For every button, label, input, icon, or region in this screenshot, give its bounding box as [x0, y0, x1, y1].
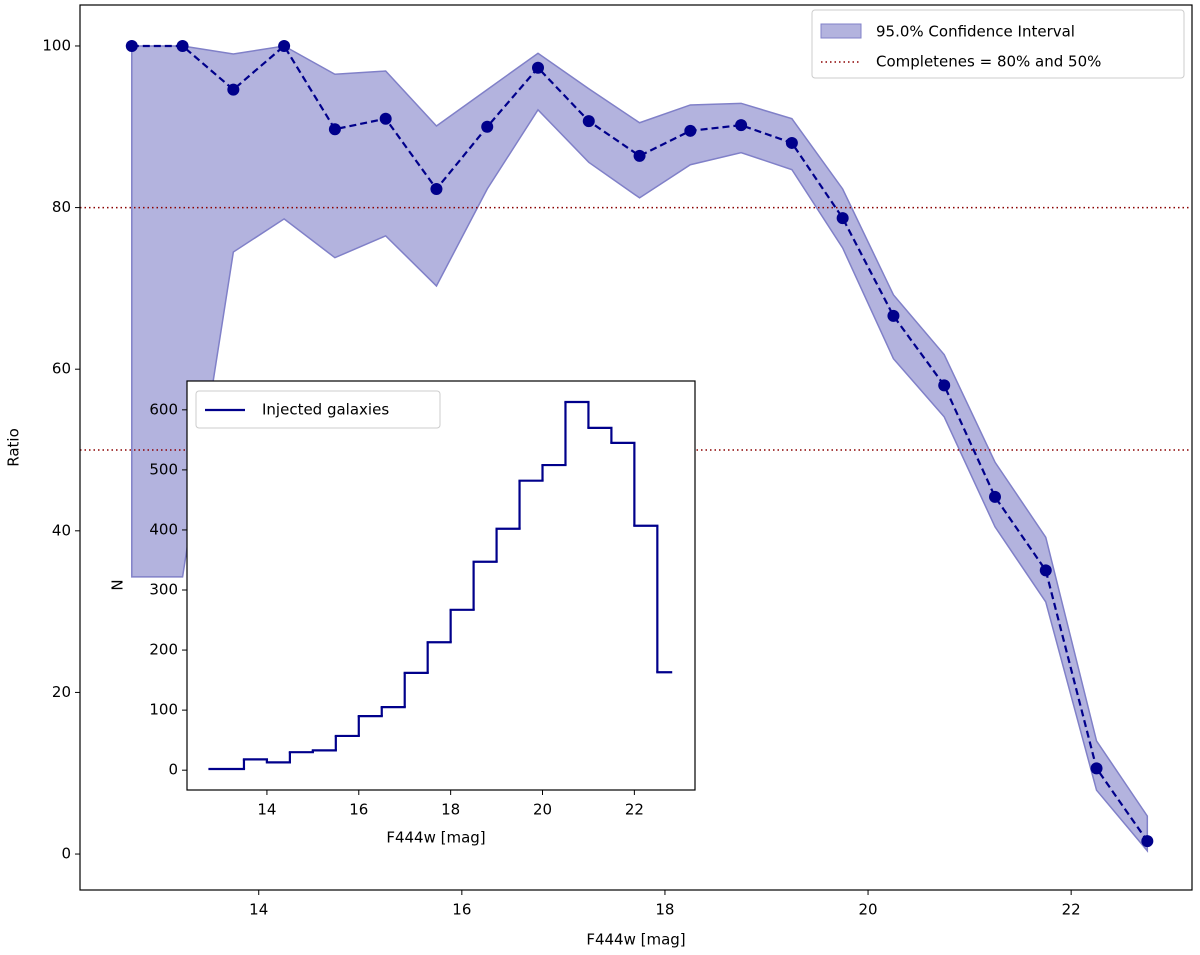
legend-label: Completenes = 80% and 50% — [876, 53, 1101, 71]
ratio-point — [1039, 564, 1052, 577]
ratio-point — [328, 123, 341, 136]
y-tick-label: 400 — [149, 520, 178, 538]
confidence-band — [131, 45, 1149, 853]
ratio-point — [785, 136, 798, 149]
legend-label: 95.0% Confidence Interval — [876, 23, 1075, 41]
y-tick-label: 300 — [149, 581, 178, 599]
y-tick-label: 60 — [52, 360, 71, 378]
y-tick-label: 500 — [149, 460, 178, 478]
x-axis-label: F444w [mag] — [386, 829, 485, 847]
x-tick-label: 14 — [257, 801, 276, 819]
legend-patch — [820, 23, 862, 39]
y-tick-label: 100 — [149, 701, 178, 719]
ratio-point — [227, 83, 240, 96]
y-tick-label: 0 — [61, 845, 71, 863]
ratio-point — [684, 124, 697, 137]
x-tick-label: 22 — [625, 801, 644, 819]
y-axis-label: N — [109, 579, 127, 590]
ratio-point — [430, 182, 443, 195]
x-tick-label: 16 — [349, 801, 368, 819]
y-tick-label: 200 — [149, 641, 178, 659]
y-tick-label: 20 — [52, 683, 71, 701]
axes-frame — [79, 4, 1193, 891]
y-tick-label: 100 — [42, 36, 71, 54]
x-tick-label: 20 — [859, 901, 878, 919]
ratio-point — [1141, 835, 1154, 848]
x-tick-label: 14 — [249, 901, 268, 919]
ratio-point — [125, 39, 138, 52]
ratio-point — [887, 309, 900, 322]
y-tick-label: 0 — [168, 761, 178, 779]
ratio-point — [836, 212, 849, 225]
y-tick-label: 600 — [149, 400, 178, 418]
ratio-point — [176, 39, 189, 52]
axes-frame — [186, 380, 696, 791]
x-axis-label: F444w [mag] — [586, 931, 685, 949]
ratio-point — [938, 379, 951, 392]
y-tick-label: 40 — [52, 521, 71, 539]
x-tick-label: 22 — [1062, 901, 1081, 919]
inset-background — [187, 381, 695, 790]
x-tick-label: 18 — [441, 801, 460, 819]
ratio-point — [582, 115, 595, 128]
ratio-point — [532, 61, 545, 74]
ratio-point — [379, 112, 392, 125]
ratio-line — [131, 44, 1149, 842]
legend-box — [811, 9, 1185, 79]
y-tick-label: 80 — [52, 198, 71, 216]
ratio-point — [1090, 762, 1103, 775]
ratio-point — [481, 120, 494, 133]
ratio-point — [735, 119, 748, 132]
ratio-point — [278, 39, 291, 52]
ratio-point — [988, 490, 1001, 503]
x-tick-label: 16 — [452, 901, 471, 919]
legend-label: Injected galaxies — [262, 401, 389, 419]
ratio-point — [633, 149, 646, 162]
y-axis-label: Ratio — [5, 428, 23, 467]
legend-box — [195, 390, 441, 429]
x-tick-label: 20 — [533, 801, 552, 819]
x-tick-label: 18 — [655, 901, 674, 919]
